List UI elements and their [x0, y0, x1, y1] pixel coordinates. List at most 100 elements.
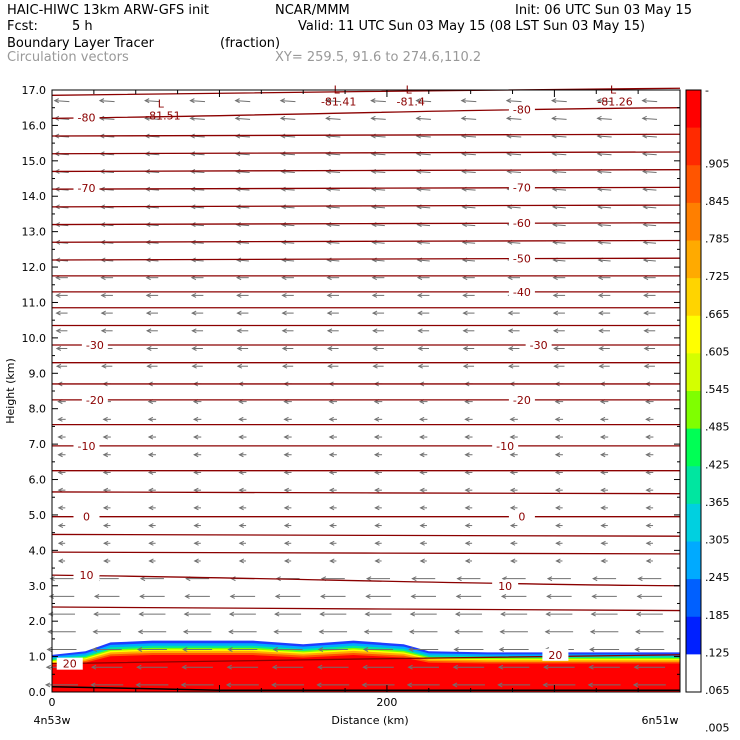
vector-arrow-head [193, 487, 199, 493]
vector-arrow-head [183, 611, 189, 617]
vector-arrow-head [454, 611, 461, 617]
vector-arrow-head [371, 292, 378, 298]
vector-arrow-head [324, 98, 331, 104]
vector-arrow-head [598, 346, 604, 351]
isotherm-line [51, 169, 681, 173]
vector-arrow-head [363, 629, 370, 635]
vector-arrow-head [554, 487, 561, 493]
vector-arrow-head [184, 593, 190, 599]
vector-arrow [372, 206, 386, 209]
vector-arrow-head [274, 593, 281, 599]
vector-arrow-head [191, 310, 197, 316]
colorbar-label: .005 [705, 722, 730, 735]
vector-arrow-head [509, 416, 515, 422]
vector-arrow [642, 153, 657, 156]
vector-arrow-head [273, 629, 279, 635]
vector-arrow-head [587, 682, 593, 688]
isotherm-label: -30 [86, 339, 104, 352]
vector-arrow-head [546, 576, 553, 582]
vector-arrow [416, 153, 431, 156]
vector-arrow-head [236, 346, 242, 351]
vector-arrow [462, 206, 476, 209]
vector-arrow-head [228, 629, 234, 635]
vector-arrow-head [643, 346, 649, 351]
vector-arrow-head [419, 434, 425, 440]
vector-arrow-head [507, 346, 514, 351]
vector-arrow [552, 206, 566, 209]
vector-arrow [552, 170, 567, 173]
vector-arrow-head [100, 310, 106, 316]
vector-arrow [462, 153, 476, 156]
vector-arrow [100, 117, 115, 120]
vector-arrow [552, 100, 567, 103]
vector-arrow-head [49, 576, 55, 582]
vector-arrow-head [148, 540, 154, 546]
isotherm-label-bg [73, 439, 100, 452]
vector-arrow-head [590, 611, 596, 617]
isotherm-label-bg [508, 103, 535, 116]
vector-arrow-head [283, 505, 290, 511]
vector-arrow-head [281, 363, 288, 369]
vector-arrow-head [145, 292, 152, 298]
vector-arrow-head [146, 328, 152, 334]
vector-arrow-head [462, 346, 469, 351]
vector-arrow-head [499, 629, 505, 635]
vector-arrow [462, 224, 476, 227]
vector-arrow-head [102, 416, 108, 422]
vector-arrow-head [555, 540, 561, 546]
vectors-label: Circulation vectors [7, 50, 129, 65]
vector-arrow-head [283, 540, 290, 546]
vector-arrow-head [182, 647, 188, 652]
isotherm-label-bg [525, 338, 552, 351]
isotherm-label-bg [508, 181, 535, 194]
isotherm-line [51, 133, 681, 137]
isotherm-label: -80 [513, 103, 531, 116]
isotherm-label: 0 [518, 511, 525, 524]
vector-arrow-head [283, 487, 290, 493]
x-tick-label: 0 [49, 696, 56, 709]
vector-arrow-head [643, 310, 649, 316]
isotherm-label-bg [73, 111, 100, 124]
isotherm-line [51, 257, 681, 261]
isotherm-label-bg [81, 338, 108, 351]
vector-arrow [235, 100, 251, 103]
vector-arrow-head [193, 434, 199, 440]
vector-arrow-head [645, 558, 652, 564]
vector-arrow [553, 259, 566, 262]
vector-arrow-head [508, 363, 514, 369]
vector-arrow [326, 135, 341, 138]
vector-arrow-head [147, 452, 154, 458]
vector-arrow-head [271, 664, 278, 670]
vector-arrow [507, 170, 521, 173]
colorbar-swatch [686, 466, 701, 505]
isotherm-line [51, 222, 681, 226]
vector-arrow [643, 206, 657, 209]
vector-arrow-head [635, 611, 642, 617]
vector-arrow-head [238, 487, 244, 493]
y-tick-label: 13.0 [22, 226, 47, 239]
vector-arrow-head [497, 682, 503, 688]
vector-arrow-head [326, 310, 333, 316]
colorbar-swatch [686, 278, 701, 317]
vector-arrow-head [238, 540, 245, 546]
vector-arrow-head [327, 363, 333, 369]
y-tick-label: 0.0 [29, 686, 47, 699]
vector-arrow-head [328, 452, 335, 458]
vector-arrow-head [228, 611, 235, 617]
vector-arrow [507, 206, 521, 209]
vector-arrow-head [464, 540, 471, 546]
xy-label: XY= 259.5, 91.6 to 274.6,110.2 [275, 50, 482, 65]
vector-arrow-head [372, 346, 378, 351]
vector-arrow-head [552, 328, 559, 334]
vector-arrow-head [419, 452, 425, 458]
vector-arrow-head [408, 647, 414, 652]
vector-arrow-head [144, 98, 150, 104]
vector-arrow-head [407, 664, 413, 670]
vector-arrow-head [552, 310, 559, 316]
vector-arrow-head [374, 540, 380, 546]
isotherm-line [51, 551, 681, 555]
vector-arrow-head [236, 292, 242, 298]
vector-arrow-head [462, 328, 468, 334]
vector-arrow-head [283, 558, 290, 564]
